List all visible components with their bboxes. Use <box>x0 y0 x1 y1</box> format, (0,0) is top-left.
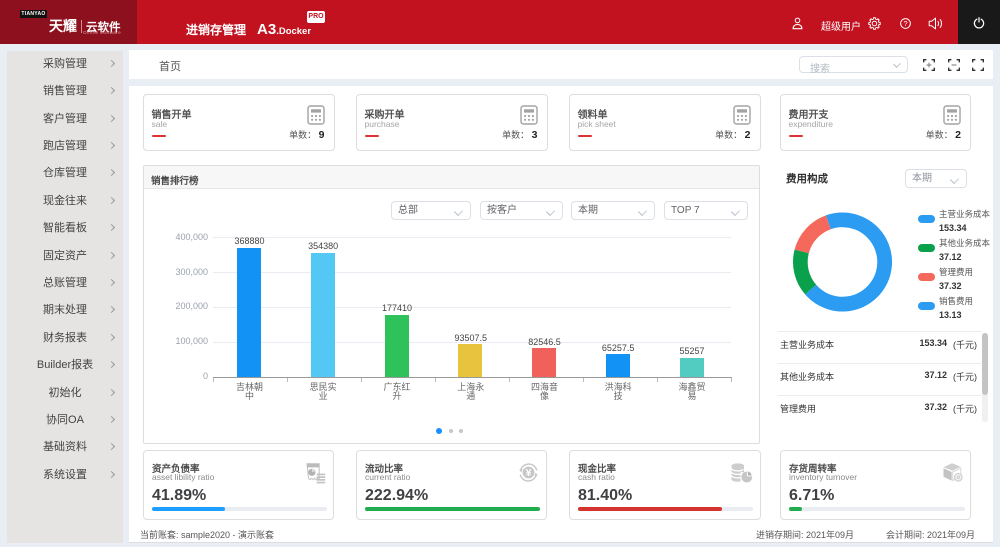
svg-text:?: ? <box>903 19 907 28</box>
svg-text:¥: ¥ <box>526 467 532 479</box>
